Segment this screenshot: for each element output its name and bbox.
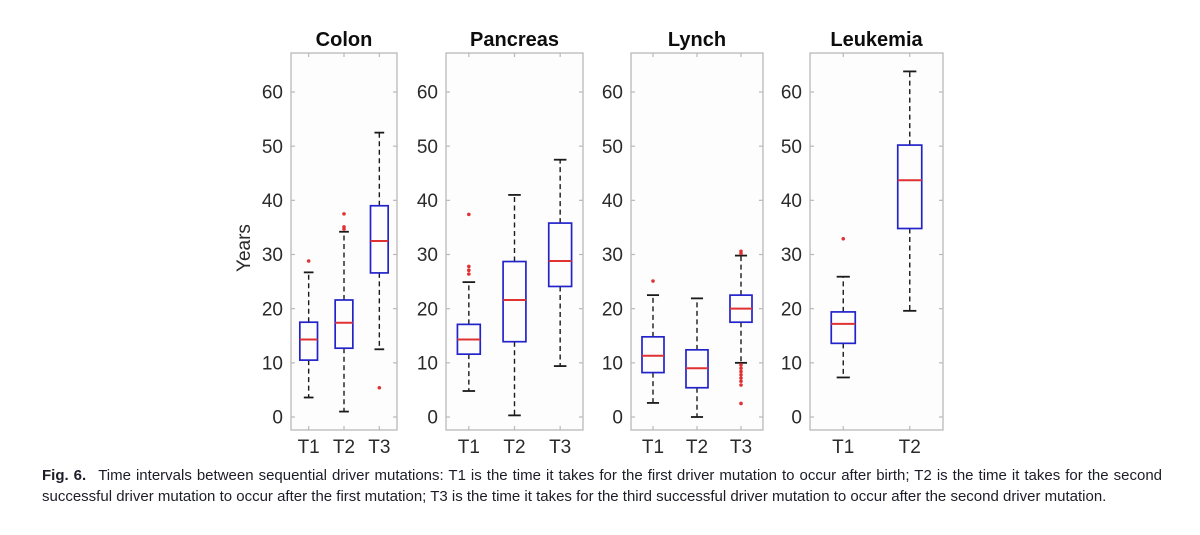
boxplot-leukemia-t1 [830, 236, 857, 379]
outlier-point [342, 225, 346, 229]
iqr-box [641, 335, 665, 374]
y-tick-label: 40 [781, 191, 802, 212]
y-tick-label: 30 [262, 245, 283, 266]
y-tick-label: 20 [417, 299, 438, 320]
y-tick-label: 0 [791, 408, 802, 429]
outlier-point [841, 236, 846, 241]
iqr-box [298, 321, 319, 361]
y-tick-label: 50 [602, 137, 623, 158]
y-tick-label: 40 [262, 191, 283, 212]
outlier-point [467, 268, 471, 273]
iqr-box [369, 204, 390, 274]
outlier-point [306, 259, 311, 263]
boxplot-pancreas-t2 [502, 194, 527, 417]
panel-pancreas: 0 10 20 30 40 50 60 T1 T2 T3 Pancreas [417, 29, 584, 458]
y-tick-label: 60 [781, 83, 802, 104]
y-tick-label: 30 [417, 245, 438, 266]
plot-area [809, 52, 944, 431]
outlier-point [467, 264, 471, 269]
y-tick-label: 60 [602, 83, 623, 104]
outlier-point [739, 366, 743, 371]
figure-caption: Fig. 6. Time intervals between sequential… [42, 465, 1162, 507]
panel-title: Colon [316, 29, 373, 51]
caption-text: Time intervals between sequential driver… [42, 467, 1162, 505]
boxplot-leukemia-t2 [896, 70, 923, 312]
x-tick-label: T1 [642, 437, 664, 458]
x-tick-label: T2 [503, 437, 525, 458]
outlier-point [342, 212, 346, 216]
boxplot-lynch-t1 [641, 279, 665, 404]
y-tick-label: 50 [417, 137, 438, 158]
y-tick-label: 30 [781, 245, 802, 266]
y-tick-label: 0 [612, 408, 623, 429]
caption-label: Fig. 6. [42, 467, 87, 484]
x-tick-label: T3 [368, 437, 390, 458]
outlier-point [467, 272, 471, 276]
y-tick-label: 10 [262, 353, 283, 374]
iqr-box [896, 144, 923, 230]
y-tick-label: 60 [262, 83, 283, 104]
panel-leukemia: 0 10 20 30 40 50 60 T1 T2 Leukemia [781, 29, 944, 458]
y-tick-label: 40 [602, 191, 623, 212]
iqr-box [830, 311, 857, 345]
boxplot-lynch-t3 [729, 249, 753, 406]
x-tick-label: T2 [333, 437, 355, 458]
y-tick-label: 10 [602, 353, 623, 374]
boxplot-lynch-t2 [685, 297, 709, 418]
iqr-box [502, 260, 527, 343]
x-tick-label: T3 [730, 437, 752, 458]
boxplot-figure: 0 10 20 30 40 50 60 T1 T2 T3 Colon Years 0 10 20 30 40 50… [234, 29, 944, 458]
outlier-point [739, 372, 743, 377]
y-tick-label: 10 [417, 353, 438, 374]
x-tick-label: T1 [458, 437, 480, 458]
boxplot-pancreas-t3 [547, 158, 573, 367]
y-axis-label: Years [234, 224, 255, 272]
x-tick-label: T2 [899, 437, 921, 458]
panel-title: Leukemia [830, 29, 923, 51]
panel-title: Lynch [668, 29, 726, 51]
x-tick-label: T2 [686, 437, 708, 458]
boxplot-colon-t2 [334, 212, 354, 413]
outlier-point [739, 369, 743, 374]
boxplot-pancreas-t1 [456, 212, 482, 392]
iqr-box [334, 299, 354, 350]
outlier-point [467, 212, 471, 217]
outlier-point [739, 379, 743, 384]
y-tick-label: 0 [427, 408, 438, 429]
boxplot-colon-t3 [369, 131, 390, 390]
x-tick-label: T1 [298, 437, 320, 458]
iqr-box [547, 222, 573, 288]
panel-title: Pancreas [470, 29, 559, 51]
y-tick-label: 40 [417, 191, 438, 212]
y-tick-label: 20 [262, 299, 283, 320]
outlier-point [739, 383, 743, 387]
outlier-point [739, 251, 743, 256]
y-tick-label: 10 [781, 353, 802, 374]
y-tick-label: 20 [602, 299, 623, 320]
outlier-point [739, 401, 743, 406]
y-tick-label: 30 [602, 245, 623, 266]
y-tick-label: 50 [781, 137, 802, 158]
outlier-point [377, 385, 382, 390]
x-tick-label: T1 [832, 437, 854, 458]
plot-area [630, 52, 764, 431]
panel-lynch: 0 10 20 30 40 50 60 T1 T2 T3 Lynch [602, 29, 764, 458]
y-tick-label: 50 [262, 137, 283, 158]
outlier-point [739, 376, 743, 380]
x-tick-label: T3 [549, 437, 571, 458]
outlier-point [651, 279, 655, 283]
outlier-point [739, 363, 743, 367]
panel-colon: 0 10 20 30 40 50 60 T1 T2 T3 Colon Years [234, 29, 398, 458]
y-tick-label: 20 [781, 299, 802, 320]
y-tick-label: 60 [417, 83, 438, 104]
y-tick-label: 0 [272, 408, 283, 429]
boxplot-colon-t1 [298, 259, 319, 399]
